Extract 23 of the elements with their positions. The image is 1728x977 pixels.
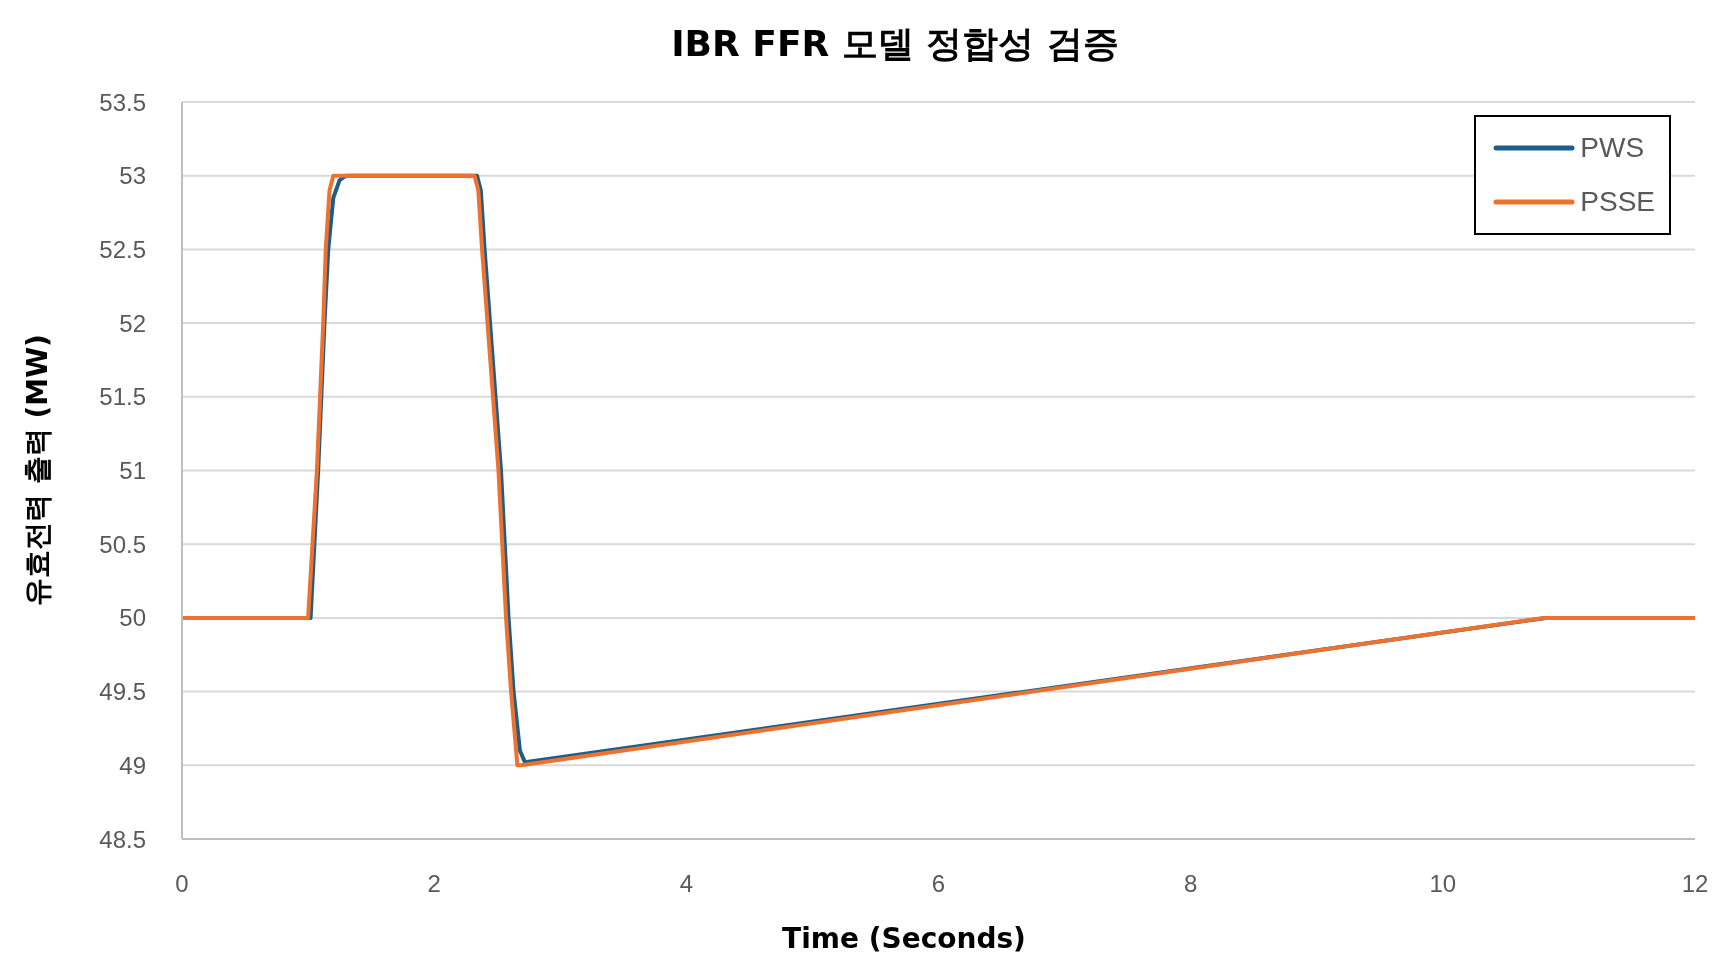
- y-axis-title: 유효전력 출력 (MW): [20, 334, 55, 606]
- y-tick-label: 49: [119, 751, 146, 779]
- y-tick-label: 53.5: [99, 88, 146, 116]
- x-axis-title: Time (Seconds): [782, 921, 1026, 955]
- x-tick-label: 12: [1681, 870, 1709, 898]
- x-tick-label: 6: [931, 870, 946, 898]
- y-tick-label: 50.5: [99, 530, 146, 558]
- y-tick-label: 50: [119, 604, 146, 632]
- x-tick-label: 8: [1183, 870, 1198, 898]
- x-tick-label: 2: [427, 870, 441, 898]
- x-tick-label: 10: [1429, 870, 1457, 898]
- y-tick-label: 52.5: [99, 235, 146, 263]
- y-tick-label: 53: [119, 162, 146, 190]
- y-tick-label: 49.5: [99, 678, 146, 706]
- y-tick-label: 51.5: [99, 383, 146, 411]
- y-tick-label: 48.5: [99, 825, 146, 853]
- y-tick-label: 51: [119, 457, 146, 485]
- legend-label: PSSE: [1580, 186, 1655, 218]
- y-tick-label: 52: [119, 309, 146, 337]
- x-tick-label: 0: [175, 870, 189, 898]
- legend-label: PWS: [1580, 132, 1645, 164]
- chart-title: IBR FFR 모델 정합성 검증: [671, 21, 1119, 66]
- x-tick-label: 4: [679, 870, 694, 898]
